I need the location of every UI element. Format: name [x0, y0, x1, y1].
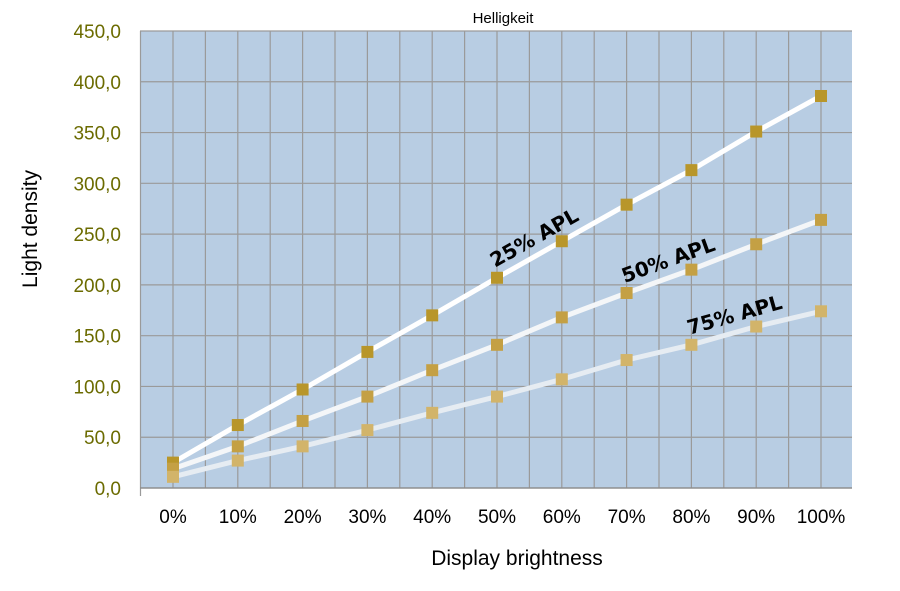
data-point [815, 213, 827, 226]
data-point [361, 390, 374, 403]
data-point [361, 345, 374, 358]
x-tick-label: 50% [478, 507, 516, 528]
y-tick-label: 450,0 [73, 22, 121, 43]
data-point [231, 454, 244, 467]
x-tick-label: 40% [413, 507, 451, 528]
y-tick-label: 50,0 [84, 428, 121, 449]
data-point [815, 89, 827, 102]
data-point [620, 287, 633, 300]
x-tick-label: 60% [543, 507, 581, 528]
data-point [685, 164, 698, 177]
data-point [815, 305, 827, 318]
data-point [426, 309, 439, 322]
data-point [750, 125, 763, 138]
data-point [685, 263, 698, 276]
y-tick-label: 100,0 [73, 377, 121, 398]
data-point [620, 354, 633, 367]
y-tick-label: 400,0 [73, 73, 121, 94]
data-point [491, 390, 503, 403]
data-point [620, 198, 633, 211]
data-point [296, 440, 309, 453]
y-tick-label: 0,0 [95, 479, 121, 500]
x-tick-label: 10% [219, 507, 257, 528]
data-point [231, 419, 244, 432]
data-point [296, 383, 309, 396]
data-point [685, 338, 698, 351]
data-point [231, 440, 244, 453]
y-tick-label: 300,0 [73, 174, 121, 195]
x-axis-title: Display brightness [431, 547, 603, 570]
data-point [750, 320, 763, 333]
data-point [750, 238, 763, 251]
x-tick-label: 20% [284, 507, 322, 528]
x-tick-label: 100% [797, 507, 846, 528]
x-tick-label: 0% [159, 507, 187, 528]
data-point [361, 424, 374, 437]
data-point [555, 373, 568, 386]
data-point [167, 470, 179, 483]
data-point [491, 271, 503, 284]
data-point [296, 414, 309, 427]
data-point [491, 338, 503, 351]
x-tick-label: 70% [608, 507, 646, 528]
data-point [555, 311, 568, 324]
y-axis-title: Light density [19, 170, 42, 288]
data-point [426, 406, 439, 419]
y-tick-label: 350,0 [73, 124, 121, 145]
y-tick-label: 200,0 [73, 276, 121, 297]
data-point [426, 364, 439, 377]
x-tick-label: 30% [348, 507, 386, 528]
y-tick-label: 150,0 [73, 327, 121, 348]
x-tick-label: 80% [672, 507, 710, 528]
chart-title: Helligkeit [473, 10, 535, 27]
x-tick-label: 90% [737, 507, 775, 528]
data-point [555, 235, 568, 248]
y-tick-label: 250,0 [73, 225, 121, 246]
